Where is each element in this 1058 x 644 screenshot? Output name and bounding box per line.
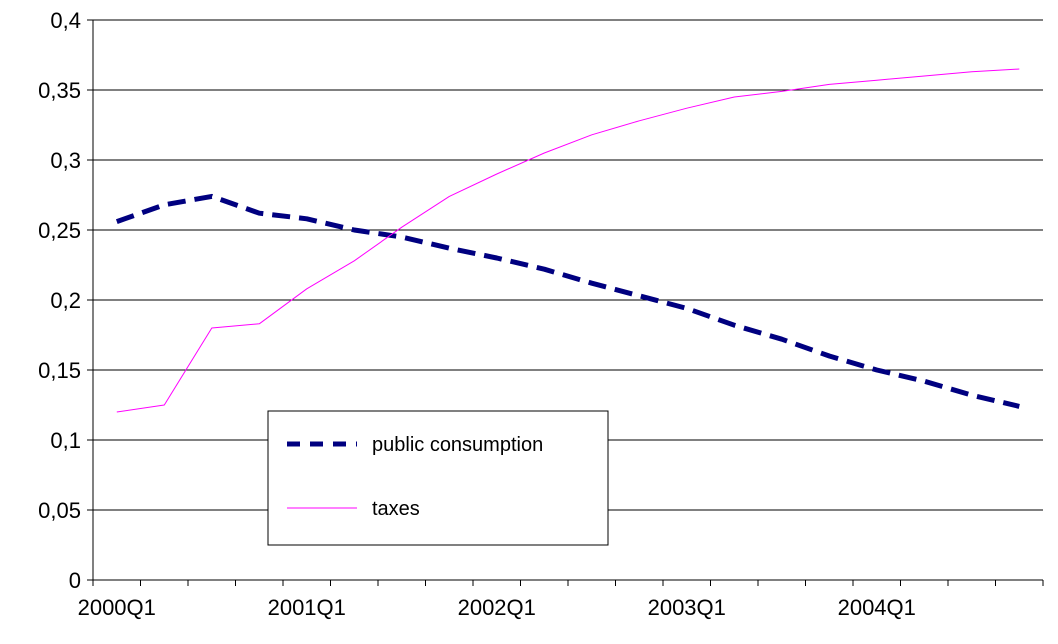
y-tick-labels: 0 0,05 0,1 0,15 0,2 0,25 0,3 0,35 0,4: [38, 8, 81, 593]
legend-box: [268, 411, 608, 545]
x-tick-label: 2000Q1: [78, 595, 156, 620]
x-tick-label: 2002Q1: [458, 595, 536, 620]
y-tick-label: 0: [69, 568, 81, 593]
legend: public consumption taxes: [268, 411, 608, 545]
series-lines: [117, 69, 1020, 412]
x-tick-labels: 2000Q1 2001Q1 2002Q1 2003Q1 2004Q1: [78, 595, 916, 620]
y-tick-label: 0,25: [38, 218, 81, 243]
y-tick-label: 0,3: [50, 148, 81, 173]
x-tick-label: 2004Q1: [838, 595, 916, 620]
y-tick-label: 0,1: [50, 428, 81, 453]
y-tick-label: 0,2: [50, 288, 81, 313]
y-tick-label: 0,35: [38, 78, 81, 103]
y-tick-label: 0,05: [38, 498, 81, 523]
y-tick-label: 0,4: [50, 8, 81, 33]
y-tick-label: 0,15: [38, 358, 81, 383]
legend-label-0: public consumption: [372, 434, 543, 456]
legend-label-1: taxes: [372, 498, 420, 520]
series-line-1: [117, 69, 1020, 412]
x-tick-label: 2001Q1: [268, 595, 346, 620]
series-line-0: [117, 196, 1020, 406]
x-tick-label: 2003Q1: [648, 595, 726, 620]
